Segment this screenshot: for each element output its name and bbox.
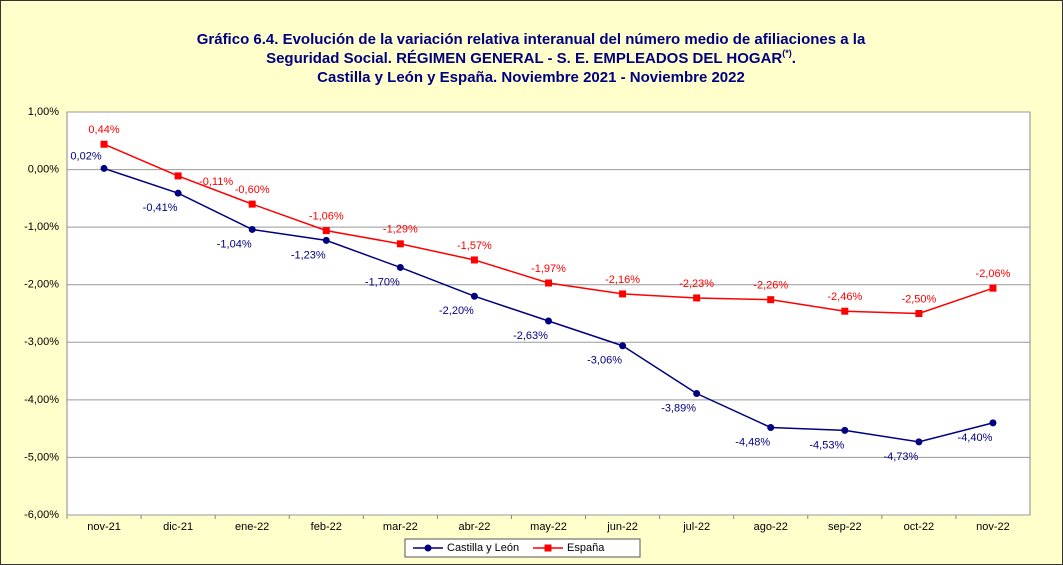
- marker: [396, 240, 404, 248]
- y-tick-label: -6,00%: [24, 509, 59, 521]
- marker: [470, 292, 478, 300]
- marker: [100, 140, 108, 148]
- x-tick-label: mar-22: [383, 521, 418, 533]
- marker: [396, 263, 404, 271]
- x-tick-label: ene-22: [235, 521, 269, 533]
- chart-title: Castilla y León y España. Noviembre 2021…: [317, 69, 745, 86]
- marker: [619, 342, 627, 350]
- data-label: 0,02%: [70, 150, 101, 162]
- data-label: -2,06%: [976, 268, 1011, 280]
- x-tick-label: abr-22: [459, 521, 491, 533]
- legend-label: España: [567, 542, 605, 554]
- marker: [767, 423, 775, 431]
- legend-marker: [544, 544, 552, 552]
- data-label: -1,06%: [309, 211, 344, 223]
- note-mark: (*): [782, 48, 792, 58]
- data-label: -2,20%: [439, 305, 474, 317]
- marker: [322, 227, 330, 235]
- x-tick-label: sep-22: [828, 521, 862, 533]
- data-label: -3,89%: [661, 402, 696, 414]
- data-label: -2,16%: [605, 274, 640, 286]
- marker: [915, 310, 923, 317]
- x-tick-label: jun-22: [606, 521, 638, 533]
- marker: [989, 284, 997, 292]
- marker: [545, 317, 552, 325]
- data-label: -1,57%: [457, 240, 492, 252]
- marker: [619, 290, 627, 298]
- marker: [915, 438, 923, 446]
- legend-label: Castilla y León: [447, 542, 519, 554]
- marker: [322, 236, 330, 244]
- x-tick-label: feb-22: [311, 521, 342, 533]
- x-tick-label: nov-21: [87, 521, 121, 533]
- data-label: -4,53%: [809, 439, 844, 451]
- data-label: -1,04%: [217, 238, 252, 250]
- data-label: -0,41%: [143, 202, 178, 214]
- y-tick-label: -4,00%: [24, 394, 59, 406]
- data-label: -3,06%: [587, 355, 622, 367]
- marker: [545, 279, 552, 287]
- marker: [248, 200, 256, 208]
- x-tick-label: nov-22: [976, 521, 1010, 533]
- data-label: -1,23%: [291, 249, 326, 261]
- chart-title: .: [792, 50, 796, 67]
- x-tick-label: may-22: [530, 521, 567, 533]
- x-tick-label: dic-21: [163, 521, 193, 533]
- marker: [693, 390, 701, 398]
- data-label: -1,29%: [383, 224, 418, 236]
- data-label: -4,48%: [735, 436, 770, 448]
- data-label: -1,70%: [365, 276, 400, 288]
- x-tick-label: ago-22: [754, 521, 788, 533]
- data-label: -2,46%: [827, 291, 862, 303]
- y-tick-label: 1,00%: [28, 106, 59, 118]
- y-tick-label: 0,00%: [28, 163, 59, 175]
- marker: [841, 426, 849, 434]
- chart-title: Gráfico 6.4. Evolución de la variación r…: [197, 31, 866, 48]
- data-label: -2,23%: [679, 278, 714, 290]
- marker: [989, 419, 997, 427]
- y-tick-label: -2,00%: [24, 279, 59, 291]
- data-label: -4,40%: [958, 432, 993, 444]
- y-tick-label: -5,00%: [24, 451, 59, 463]
- marker: [470, 256, 478, 264]
- marker: [841, 307, 849, 315]
- data-label: 0,44%: [88, 124, 119, 136]
- x-tick-label: jul-22: [682, 521, 710, 533]
- data-label: -4,73%: [883, 451, 918, 463]
- x-tick-label: oct-22: [904, 521, 935, 533]
- data-label: -2,50%: [901, 293, 936, 305]
- data-label: -2,63%: [513, 330, 548, 342]
- chart-title: Seguridad Social. RÉGIMEN GENERAL - S. E…: [266, 48, 796, 67]
- marker: [100, 164, 108, 172]
- marker: [767, 296, 775, 304]
- legend-marker: [424, 544, 432, 552]
- data-label: -0,60%: [235, 184, 270, 196]
- marker: [248, 225, 256, 233]
- legend-box: [404, 538, 641, 558]
- y-tick-label: -3,00%: [24, 336, 59, 348]
- marker: [693, 294, 701, 302]
- marker: [174, 189, 182, 197]
- y-tick-label: -1,00%: [24, 221, 59, 233]
- data-label: -2,26%: [753, 280, 788, 292]
- plot-area: [66, 111, 1031, 516]
- chart-title: Seguridad Social. RÉGIMEN GENERAL - S. E…: [266, 50, 782, 67]
- data-label: -1,97%: [531, 263, 566, 275]
- marker: [174, 172, 182, 180]
- data-label: -0,11%: [199, 176, 233, 188]
